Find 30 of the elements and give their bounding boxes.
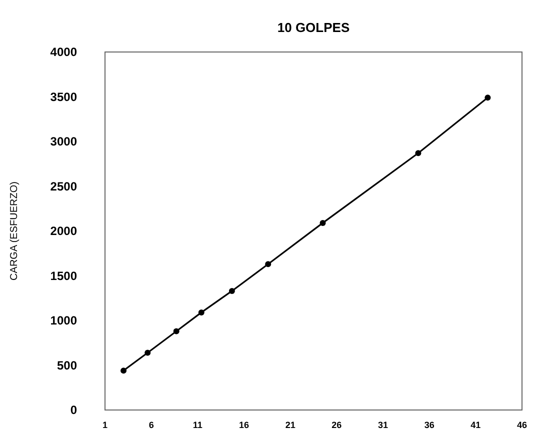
x-tick-label: 31 [378,420,388,430]
x-tick-label: 41 [470,420,481,430]
x-tick-label: 36 [424,420,434,430]
y-axis-title: CARGA (ESFUERZO) [9,182,20,280]
point [484,94,491,101]
point [415,150,422,156]
x-tick-label: 1 [102,420,108,430]
point [173,328,180,334]
point [120,368,127,374]
chart-title: 10 GOLPES [277,20,350,35]
point [265,261,272,268]
y-tick-label: 2500 [50,179,78,194]
point [228,288,235,294]
x-tick-label: 6 [148,420,154,430]
x-tick-label: 26 [332,420,342,430]
y-tick-label: 4000 [50,45,78,60]
x-tick-label: 11 [192,420,202,430]
x-tick-label: 16 [238,420,250,430]
y-tick-label: 2000 [50,224,78,238]
x-tick-label: 46 [516,420,528,430]
y-tick-label: 0 [70,403,78,418]
y-tick-label: 1000 [50,314,78,328]
point [320,220,326,226]
y-tick-label: 3000 [50,134,78,149]
x-tick-label: 21 [285,420,296,430]
point [198,309,204,316]
point [144,350,151,356]
y-tick-label: 3500 [50,90,78,104]
y-tick-label: 1500 [50,268,78,283]
y-tick-label: 500 [56,358,78,372]
